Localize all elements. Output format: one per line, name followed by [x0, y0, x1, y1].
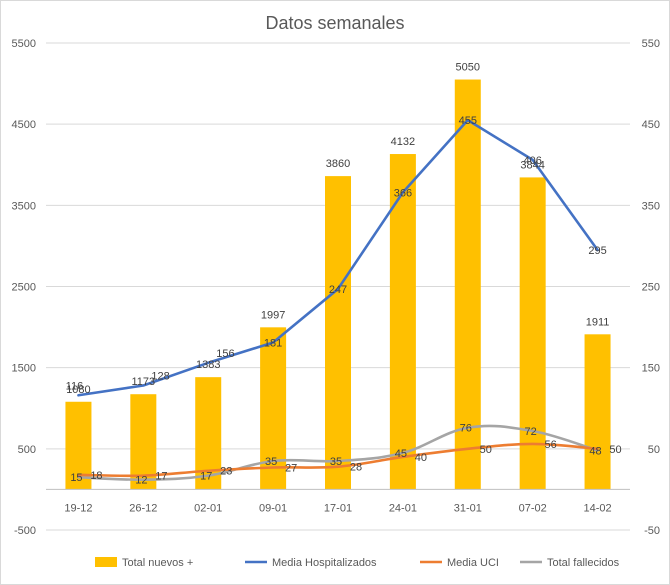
- x-tick-label: 31-01: [454, 502, 482, 514]
- data-label: 28: [350, 462, 362, 474]
- data-label: 1173: [132, 376, 156, 388]
- data-label: 50: [609, 444, 621, 456]
- data-label: 72: [525, 426, 537, 438]
- y-left-tick-label: 4500: [12, 119, 36, 131]
- chart-title: Datos semanales: [265, 13, 404, 33]
- data-label: 15: [70, 472, 82, 484]
- data-label: 128: [151, 371, 169, 383]
- y-right-tick-label: 350: [642, 200, 660, 212]
- data-label: 5050: [456, 62, 480, 74]
- data-label: 12: [135, 475, 147, 487]
- x-tick-label: 19-12: [64, 502, 92, 514]
- data-label: 23: [220, 466, 232, 478]
- data-label: 247: [329, 284, 347, 296]
- legend: Total nuevos + Media Hospitalizados Media …: [95, 557, 620, 569]
- data-label: 48: [589, 445, 601, 457]
- data-label: 1911: [586, 316, 610, 328]
- bar: [325, 176, 351, 490]
- y-right-tick-label: 450: [642, 119, 660, 131]
- data-label: 18: [90, 470, 102, 482]
- x-tick-label: 14-02: [583, 502, 611, 514]
- data-label: 4132: [391, 136, 415, 148]
- bar: [130, 394, 157, 490]
- legend-label: Media Hospitalizados: [272, 557, 377, 569]
- legend-label: Media UCI: [447, 557, 499, 569]
- data-label: 181: [264, 338, 282, 350]
- series-line: [77, 118, 599, 397]
- y-right-tick-label: 250: [642, 282, 660, 294]
- y-right-tick-label: 550: [642, 38, 660, 50]
- x-tick-label: 02-01: [194, 502, 222, 514]
- data-label: 1383: [196, 359, 220, 371]
- data-label: 45: [395, 448, 407, 460]
- y-left-tick-label: 500: [18, 444, 36, 456]
- legend-label: Total fallecidos: [547, 557, 620, 569]
- data-label: 116: [66, 380, 84, 392]
- data-labels: 1080117313831997386041325050384419111161…: [66, 62, 622, 487]
- bar: [454, 79, 481, 490]
- data-label: 17: [155, 471, 167, 483]
- series-line: [77, 424, 599, 481]
- data-label: 35: [265, 456, 277, 468]
- y-right-tick-label: -50: [644, 525, 660, 537]
- line-series: [77, 118, 599, 481]
- data-label: 50: [480, 444, 492, 456]
- x-tick-label: 09-01: [259, 502, 287, 514]
- x-tick-label: 17-01: [324, 502, 352, 514]
- data-label: 3860: [326, 158, 350, 170]
- data-label: 17: [200, 471, 212, 483]
- data-label: 35: [330, 456, 342, 468]
- series-line: [77, 442, 599, 478]
- data-label: 366: [394, 187, 412, 199]
- data-label: 40: [415, 452, 427, 464]
- data-label: 27: [285, 463, 297, 475]
- data-label: 295: [588, 245, 606, 257]
- y-right-tick-label: 150: [642, 363, 660, 375]
- legend-label: Total nuevos +: [122, 557, 193, 569]
- y-left-tick-label: 5500: [12, 38, 36, 50]
- y-right-tick-label: 50: [648, 444, 660, 456]
- data-label: 455: [459, 115, 477, 127]
- bar: [519, 177, 546, 490]
- x-tick-label: 24-01: [389, 502, 417, 514]
- data-label: 1080: [66, 384, 90, 396]
- data-label: 156: [216, 348, 234, 360]
- data-label: 56: [545, 439, 557, 451]
- x-tick-label: 26-12: [129, 502, 157, 514]
- data-label: 1997: [261, 309, 285, 321]
- data-label: 406: [523, 155, 541, 167]
- bar: [389, 154, 416, 490]
- x-tick-label: 07-02: [519, 502, 547, 514]
- y-left-tick-label: -500: [14, 525, 36, 537]
- legend-swatch: [95, 557, 117, 567]
- bar: [584, 334, 611, 490]
- y-left-tick-label: 3500: [12, 200, 36, 212]
- y-left-tick-label: 2500: [12, 282, 36, 294]
- y-left-tick-label: 1500: [12, 363, 36, 375]
- data-label: 76: [460, 423, 472, 435]
- data-label: 3844: [520, 159, 544, 171]
